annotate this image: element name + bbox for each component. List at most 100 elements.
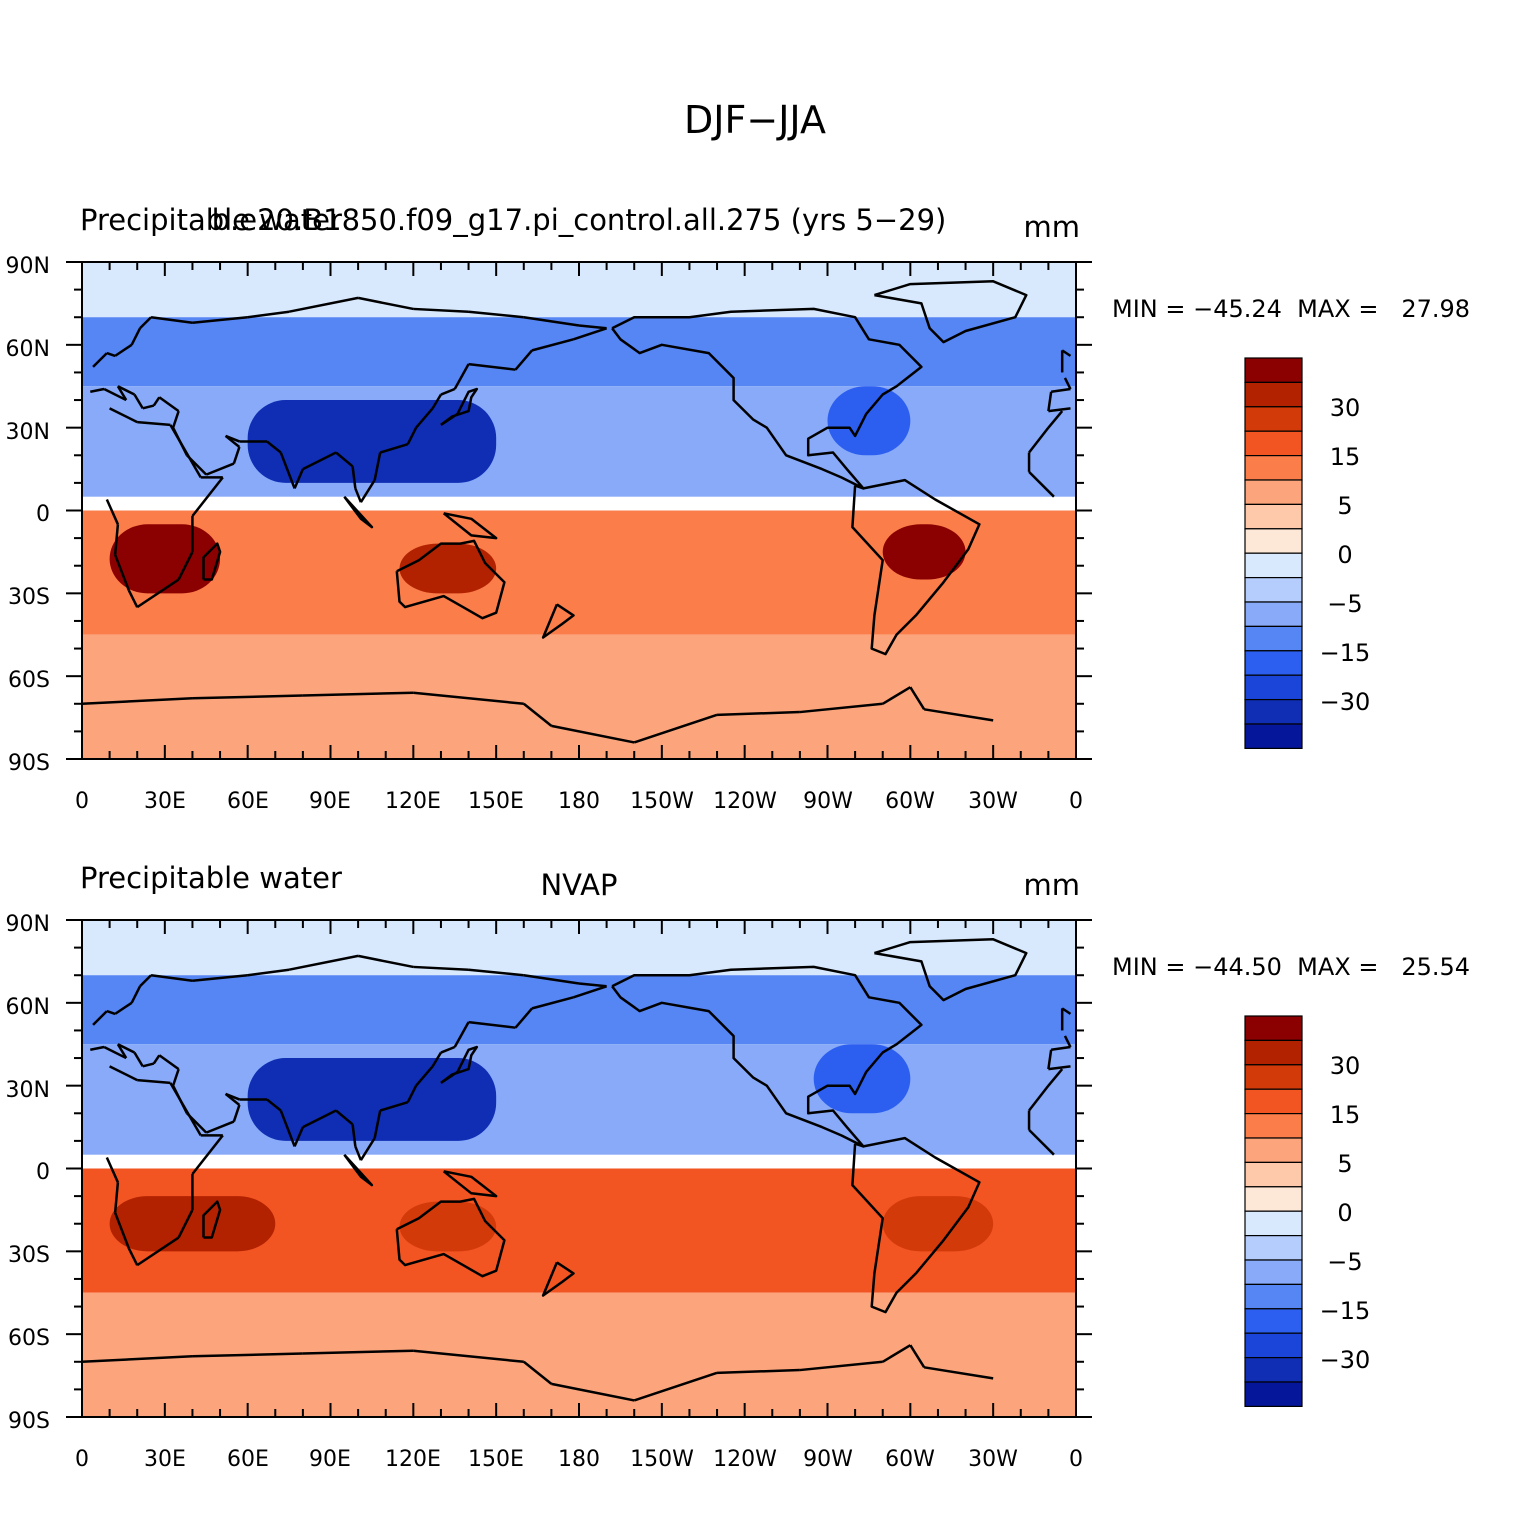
coastline-segment — [266, 440, 282, 454]
coastline-segment — [1048, 1065, 1071, 1071]
coastline-segment — [92, 352, 108, 368]
colorbar-label: 15 — [1330, 443, 1361, 471]
coastline-segment — [923, 1366, 994, 1380]
colorbar-label: 15 — [1330, 1101, 1361, 1129]
colorbar-box — [1244, 625, 1303, 652]
colorbar-box — [1244, 406, 1303, 432]
coastline-segment — [406, 427, 418, 445]
coastline-segment — [105, 1156, 120, 1183]
panel-left-title: Precipitable water — [80, 203, 342, 237]
coastline-segment — [1061, 1007, 1072, 1015]
coastline-segment — [205, 1120, 235, 1134]
colorbar-label: 5 — [1337, 492, 1352, 520]
coastline-segment — [191, 476, 224, 517]
coastline-segment — [224, 434, 241, 448]
coastline — [440, 387, 479, 426]
coastline-segment — [142, 1062, 155, 1068]
contour-region — [82, 975, 1076, 1045]
colorbar-label: 0 — [1337, 541, 1352, 569]
coastline-segment — [139, 316, 152, 330]
coastline — [395, 1197, 506, 1278]
axis-ticks — [66, 919, 1092, 1418]
coastline-segment — [288, 296, 359, 313]
panel-observations: Precipitable water NVAP mm 90N 60N 30N 0… — [6, 861, 1471, 1472]
colorbar-box — [1244, 1234, 1303, 1261]
min-max-stats: MIN = −45.24 MAX = 27.98 — [1112, 295, 1470, 323]
lat-axis: 90N 60N 30N 0 30S 60S 90S — [6, 254, 50, 776]
coastline-segment — [127, 1248, 139, 1266]
colorbar-box — [1244, 479, 1303, 505]
lat-tick-label: 30S — [8, 1243, 50, 1268]
lon-tick-label: 120W — [713, 1447, 777, 1472]
colorbar-label: 5 — [1337, 1150, 1352, 1178]
coastline-segment — [379, 443, 409, 454]
coastline — [395, 539, 506, 620]
coastline-segment — [103, 387, 127, 402]
coastline-segment — [633, 1371, 718, 1402]
colorbar-label: −15 — [1320, 639, 1371, 667]
coastline-segment — [302, 1109, 337, 1129]
coastline-segment — [373, 1110, 382, 1139]
lat-tick-label: 60N — [6, 337, 50, 362]
coastline-segment — [114, 343, 133, 357]
colorbar-box — [1244, 1064, 1303, 1090]
contour-region — [399, 543, 497, 594]
contour-region — [247, 1058, 497, 1141]
coastline-segment — [186, 454, 208, 476]
coastline-segment — [573, 985, 608, 999]
coastline-segment — [114, 1001, 133, 1015]
coastline-segment — [92, 1010, 108, 1026]
lat-tick-label: 90S — [8, 751, 50, 776]
coastline-segment — [909, 686, 926, 710]
contour-region — [882, 1196, 994, 1252]
coastline-segment — [440, 387, 456, 396]
lon-tick-label: 150E — [468, 1447, 524, 1472]
coastline-segment — [522, 1360, 553, 1385]
coastline-segment — [413, 307, 469, 313]
main-title: DJF−JJA — [684, 98, 826, 142]
coastline-segment — [1063, 377, 1072, 390]
lon-tick-label: 0 — [75, 789, 89, 814]
coastline-segment — [171, 427, 189, 456]
coastline-segment — [82, 1355, 193, 1364]
coastline-segment — [1047, 1049, 1053, 1070]
coastline-segment — [359, 1137, 376, 1161]
lon-tick-label: 150W — [630, 789, 694, 814]
coastline-segment — [514, 1007, 534, 1029]
coastline-segment — [224, 1092, 241, 1106]
colorbar-box — [1244, 503, 1303, 530]
coastline-segment — [882, 686, 911, 705]
coastline — [851, 478, 981, 656]
lat-tick-label: 90N — [6, 912, 50, 937]
lat-axis: 90N 60N 30N 0 30S 60S 90S — [6, 912, 50, 1434]
coastline-segment — [192, 315, 248, 324]
coastline-segment — [1050, 1045, 1071, 1052]
coastline-segment — [113, 524, 120, 555]
coastline-segment — [192, 694, 303, 700]
colorbar-box — [1244, 1210, 1303, 1237]
coastline-segment — [127, 590, 139, 608]
colorbar-box — [1244, 528, 1303, 554]
panel-model: Precipitable water b.e20.B1850.f09_g17.p… — [6, 203, 1471, 814]
coastline-segment — [116, 385, 128, 401]
lon-tick-label: 90E — [309, 1447, 351, 1472]
coastline-segment — [302, 1349, 414, 1355]
lon-tick-label: 60E — [227, 789, 269, 814]
coastline-segment — [531, 338, 574, 352]
coastline — [851, 1136, 981, 1314]
coastline-segment — [139, 974, 152, 988]
colorbar-label: −30 — [1320, 1346, 1371, 1374]
coastline-segment — [109, 1065, 138, 1082]
coastline-segment — [1028, 1084, 1050, 1112]
coastline-segment — [406, 1085, 418, 1103]
colorbar-box — [1244, 1088, 1303, 1115]
colorbar-box — [1244, 1381, 1303, 1407]
colorbar-label: −5 — [1327, 1248, 1362, 1276]
lon-tick-label: 0 — [75, 1447, 89, 1472]
colorbar: 30 15 5 0 −5 −15 −30 — [1244, 1015, 1371, 1407]
colorbar-box — [1244, 430, 1303, 457]
lon-tick-label: 0 — [1069, 789, 1083, 814]
coastline-segment — [1047, 391, 1053, 412]
colorbar-box — [1244, 1161, 1303, 1188]
coastline — [442, 1170, 498, 1198]
